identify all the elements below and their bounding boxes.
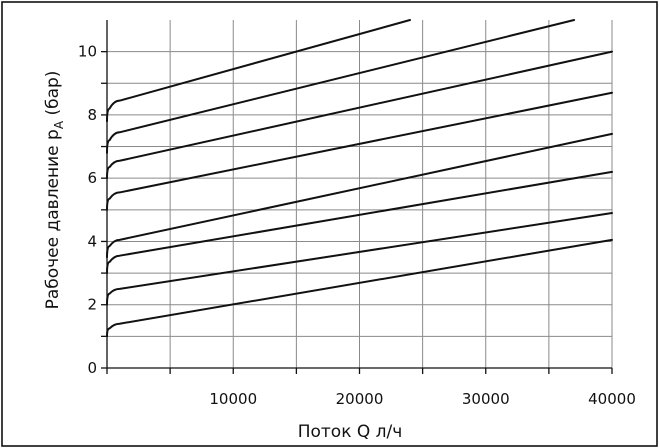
y-axis-title: Рабочее давление pA (бар) xyxy=(43,71,66,310)
x-tick-label-20000: 20000 xyxy=(336,390,384,408)
x-tick-label-40000: 40000 xyxy=(588,390,636,408)
y-tick-label-4: 4 xyxy=(87,232,97,250)
y-tick-label-8: 8 xyxy=(87,106,97,124)
y-axis-title-main: Рабочее давление p xyxy=(43,129,63,309)
y-tick-label-0: 0 xyxy=(87,359,97,377)
pressure-curve-4 xyxy=(106,132,613,259)
tick-labels: 0 2 4 6 8 10 10000 20000 30000 40000 xyxy=(78,43,636,408)
x-tick-label-30000: 30000 xyxy=(462,390,510,408)
y-tick-label-2: 2 xyxy=(87,296,97,314)
curves xyxy=(106,19,613,338)
pressure-curve-7 xyxy=(106,19,576,154)
pressure-curve-8 xyxy=(106,19,411,123)
y-axis-title-subscript: A xyxy=(52,120,66,129)
pressure-curve-6 xyxy=(106,50,613,180)
x-tick-label-10000: 10000 xyxy=(209,390,257,408)
y-tick-label-6: 6 xyxy=(87,169,97,187)
y-tick-label-10: 10 xyxy=(78,43,97,61)
pressure-curve-3 xyxy=(106,170,613,275)
pressure-curve-1 xyxy=(106,238,613,338)
pressure-curve-2 xyxy=(106,211,613,306)
x-axis-title: Поток Q л/ч xyxy=(298,422,403,442)
y-axis-title-unit: (бар) xyxy=(43,71,63,121)
grid xyxy=(107,20,613,368)
pressure-curve-5 xyxy=(106,91,613,211)
